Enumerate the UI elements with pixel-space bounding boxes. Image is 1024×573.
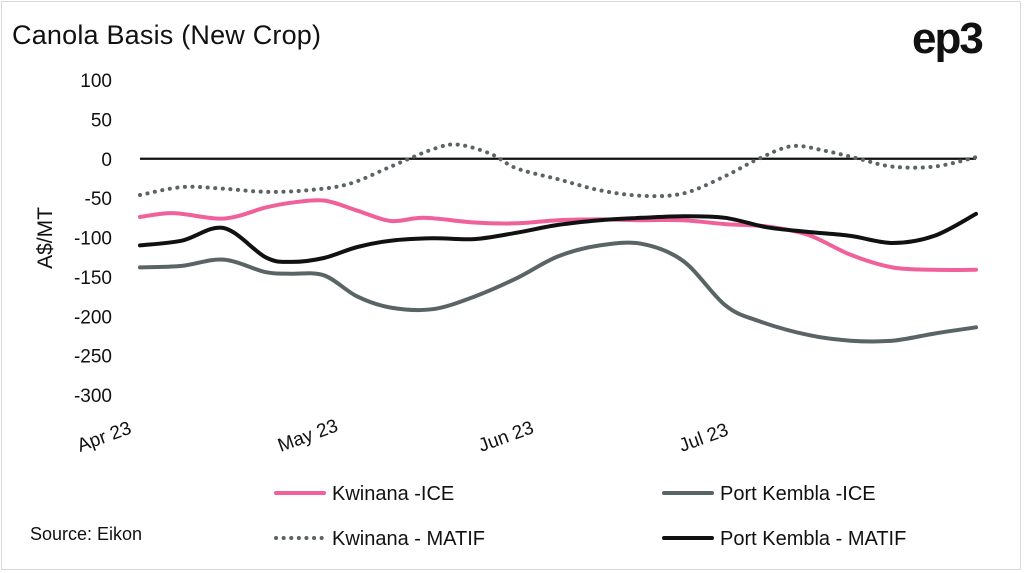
legend-label: Port Kembla - MATIF	[720, 528, 906, 550]
chart-title: Canola Basis (New Crop)	[12, 20, 322, 50]
legend: Kwinana -ICE Port Kembla -ICE Kwinana - MA…	[274, 483, 906, 550]
series-line-port-kembla-matif	[138, 211, 978, 264]
legend-label: Port Kembla -ICE	[720, 483, 876, 505]
y-tick-label: -100	[74, 229, 112, 250]
y-tick-label: -150	[74, 268, 112, 289]
x-tick-label: Jul 23	[676, 420, 731, 457]
x-tick-label: Apr 23	[75, 418, 135, 457]
series-lines	[138, 142, 978, 344]
y-tick-label: -200	[74, 307, 112, 328]
series-line-kwinana-matif	[138, 142, 978, 199]
y-tick-label: -250	[74, 347, 112, 368]
y-tick-label: 0	[101, 150, 112, 171]
legend-label: Kwinana - MATIF	[332, 528, 485, 550]
legend-label: Kwinana -ICE	[332, 483, 454, 505]
series-line-kwinana-ice	[138, 198, 978, 272]
y-tick-label: -50	[85, 189, 112, 210]
y-axis-ticks: 100 50 0 -50 -100 -150 -200 -250 -300	[74, 71, 112, 407]
y-axis-label: A$/MT	[34, 207, 57, 269]
y-tick-label: 100	[80, 71, 112, 92]
brand-logo: ep3	[912, 14, 984, 63]
y-tick-label: -300	[74, 386, 112, 407]
x-tick-label: May 23	[275, 416, 341, 457]
source-note: Source: Eikon	[30, 524, 143, 544]
y-tick-label: 50	[91, 110, 112, 131]
x-axis-ticks: Apr 23 May 23 Jun 23 Jul 23	[75, 416, 732, 457]
series-line-port-kembla-ice	[138, 240, 978, 344]
x-tick-label: Jun 23	[476, 417, 537, 456]
